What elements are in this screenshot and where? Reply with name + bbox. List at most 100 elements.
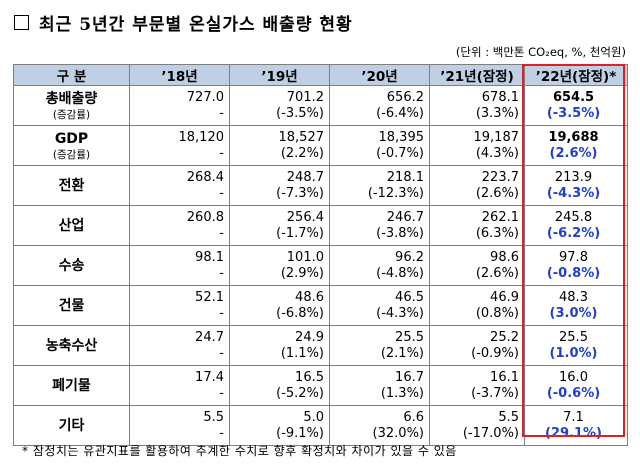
row-label-main: 건물 xyxy=(58,297,85,314)
cell-value: 16.0 xyxy=(559,369,588,385)
table-cell: 52.1- xyxy=(129,285,230,326)
table-cell: 245.8 (-6.2%) xyxy=(524,205,628,246)
cell-value: 46.5 xyxy=(395,289,424,305)
table-cell: 727.0- xyxy=(129,85,230,126)
header-category: 구 분 xyxy=(13,64,130,86)
cell-value: 25.5 xyxy=(395,329,424,345)
cell-value: 18,527 xyxy=(278,129,325,145)
row-label-main: 기타 xyxy=(58,417,85,434)
cell-value: 654.5 xyxy=(552,89,595,105)
cell-change: (-4.8%) xyxy=(376,265,424,281)
table-cell: 5.0 (-9.1%) xyxy=(229,405,330,446)
cell-change: (-3.5%) xyxy=(546,105,601,121)
cell-change: (1.1%) xyxy=(280,345,324,361)
cell-value: 248.7 xyxy=(286,169,324,185)
table-cell: 25.2 (-0.9%) xyxy=(429,325,525,366)
cell-change: (-0.6%) xyxy=(546,385,601,401)
cell-value: 98.1 xyxy=(195,249,224,265)
cell-change: - xyxy=(219,305,224,321)
row-label-main: 수송 xyxy=(58,257,85,274)
row-label-main: 전환 xyxy=(58,177,85,194)
cell-value: 701.2 xyxy=(286,89,324,105)
table-cell: 246.7 (-3.8%) xyxy=(329,205,430,246)
table-cell: 18,527 (2.2%) xyxy=(229,125,330,166)
row-label-sub: (증감률) xyxy=(52,108,91,121)
row-label: 산업 xyxy=(13,205,130,246)
cell-change: - xyxy=(219,345,224,361)
cell-change: (32.0%) xyxy=(372,425,424,441)
cell-value: 96.2 xyxy=(395,249,424,265)
cell-change: (-1.7%) xyxy=(276,225,324,241)
emissions-table: 구 분 ’18년 ’19년 ’20년 ’21년(잠정) ’22년(잠정)* 총배… xyxy=(13,64,628,446)
cell-change: (-0.7%) xyxy=(376,145,424,161)
cell-value: 7.1 xyxy=(563,409,584,425)
table-cell: 7.1 (29.1%) xyxy=(524,405,628,446)
cell-value: 98.6 xyxy=(490,249,519,265)
cell-value: 18,120 xyxy=(178,129,225,145)
table-cell: 18,395 (-0.7%) xyxy=(329,125,430,166)
cell-change: (0.8%) xyxy=(475,305,519,321)
cell-change: (2.9%) xyxy=(280,265,324,281)
cell-value: 256.4 xyxy=(286,209,324,225)
cell-change: - xyxy=(219,185,224,201)
cell-change: (-0.8%) xyxy=(546,265,601,281)
table-cell: 16.7 (1.3%) xyxy=(329,365,430,406)
table-cell: 18,120- xyxy=(129,125,230,166)
cell-change: (-6.4%) xyxy=(376,105,424,121)
cell-value: 727.0 xyxy=(186,89,224,105)
table-cell: 218.1 (-12.3%) xyxy=(329,165,430,206)
cell-value: 5.5 xyxy=(203,409,224,425)
table-row: GDP (증감률) 18,120-18,527 (2.2%) 18,395 (-0.7%)… xyxy=(13,125,628,166)
cell-value: 245.8 xyxy=(554,209,593,225)
row-label: GDP (증감률) xyxy=(13,125,130,166)
table-cell: 19,187 (4.3%) xyxy=(429,125,525,166)
table-cell: 16.0 (-0.6%) xyxy=(524,365,628,406)
table-cell: 262.1 (6.3%) xyxy=(429,205,525,246)
table-cell: 46.5 (-4.3%) xyxy=(329,285,430,326)
row-label: 건물 xyxy=(13,285,130,326)
cell-change: - xyxy=(219,385,224,401)
table-cell: 6.6 (32.0%) xyxy=(329,405,430,446)
cell-change: (-6.2%) xyxy=(546,225,601,241)
cell-change: (2.6%) xyxy=(475,265,519,281)
table-cell: 98.6 (2.6%) xyxy=(429,245,525,286)
cell-change: (-3.8%) xyxy=(376,225,424,241)
cell-change: - xyxy=(219,265,224,281)
cell-change: (-0.9%) xyxy=(471,345,519,361)
row-label: 기타 xyxy=(13,405,130,446)
cell-change: (29.1%) xyxy=(545,425,602,441)
cell-value: 246.7 xyxy=(386,209,424,225)
table-row: 산업 260.8-256.4 (-1.7%) 246.7 (-3.8%) 262.1 (6.… xyxy=(13,205,628,246)
cell-value: 17.4 xyxy=(195,369,224,385)
table-cell: 260.8- xyxy=(129,205,230,246)
table-cell: 25.5 (1.0%) xyxy=(524,325,628,366)
table-cell: 701.2 (-3.5%) xyxy=(229,85,330,126)
cell-value: 52.1 xyxy=(195,289,224,305)
table-cell: 24.7- xyxy=(129,325,230,366)
cell-value: 19,187 xyxy=(473,129,520,145)
table-cell: 48.3 (3.0%) xyxy=(524,285,628,326)
table-cell: 268.4- xyxy=(129,165,230,206)
title-row: 최근 5년간 부문별 온실가스 배출량 현황 xyxy=(14,10,353,35)
table-cell: 101.0 (2.9%) xyxy=(229,245,330,286)
cell-value: 48.3 xyxy=(559,289,588,305)
table-cell: 16.1 (-3.7%) xyxy=(429,365,525,406)
header-2019: ’19년 xyxy=(229,64,330,86)
table-cell: 98.1- xyxy=(129,245,230,286)
cell-value: 19,688 xyxy=(548,129,599,145)
cell-change: (6.3%) xyxy=(475,225,519,241)
cell-value: 5.5 xyxy=(498,409,519,425)
cell-value: 48.6 xyxy=(295,289,324,305)
header-2021: ’21년(잠정) xyxy=(429,64,525,86)
cell-value: 5.0 xyxy=(303,409,324,425)
cell-change: (-17.0%) xyxy=(462,425,519,441)
cell-value: 268.4 xyxy=(186,169,224,185)
unit-note: (단위 : 백만톤 CO₂eq, %, 천억원) xyxy=(455,45,626,59)
cell-change: (-4.3%) xyxy=(546,185,601,201)
table-cell: 678.1 (3.3%) xyxy=(429,85,525,126)
cell-value: 97.8 xyxy=(559,249,588,265)
cell-change: (3.0%) xyxy=(549,305,598,321)
table-cell: 256.4 (-1.7%) xyxy=(229,205,330,246)
cell-change: - xyxy=(219,105,224,121)
footnote: * 잠정치는 유관지표를 활용하여 추계한 수치로 향후 확정치와 차이가 있을… xyxy=(22,444,457,458)
